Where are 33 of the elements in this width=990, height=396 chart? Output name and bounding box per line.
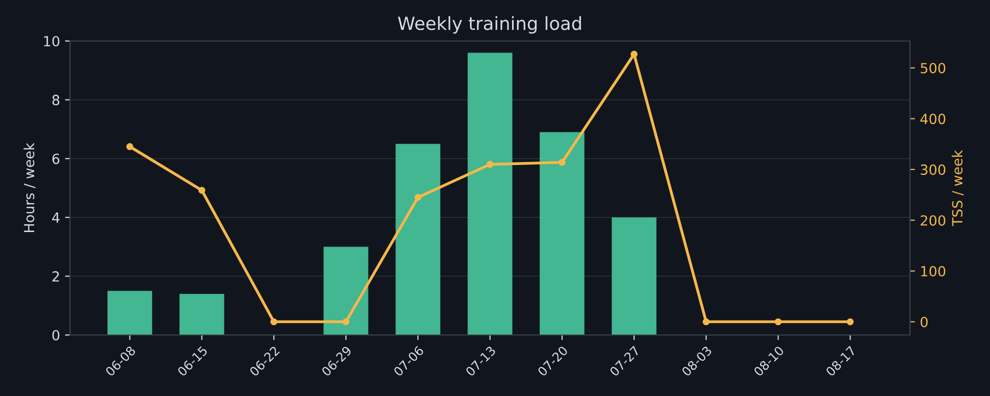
y2-axis-title: TSS / week	[952, 150, 964, 226]
y-tick-label: 2	[52, 271, 59, 282]
point	[774, 318, 782, 326]
point	[846, 318, 854, 326]
y-tick-label: 8	[52, 94, 60, 106]
bar	[396, 144, 440, 335]
y2-tick-label: 0	[920, 316, 928, 328]
y-axis-title: Hours / week	[24, 142, 36, 232]
bar	[468, 52, 512, 335]
point	[342, 318, 350, 326]
point	[702, 318, 710, 326]
chart-title: Weekly training load	[398, 16, 581, 34]
point	[126, 143, 134, 150]
y2-tick-label: 200	[920, 215, 946, 226]
point	[414, 194, 422, 201]
point	[558, 158, 566, 166]
y2-tick-label: 400	[920, 114, 946, 124]
y-tick-label: 10	[44, 36, 60, 46]
bar	[324, 246, 368, 335]
y-tick-label: 6	[52, 154, 60, 164]
y-tick-label: 4	[52, 212, 60, 223]
point	[486, 160, 494, 168]
point	[630, 50, 638, 58]
point	[270, 318, 278, 326]
y2-tick-label: 300	[920, 164, 946, 175]
point	[198, 186, 206, 194]
bar	[612, 217, 656, 335]
y2-tick-label: 500	[920, 62, 946, 74]
y2-tick-label: 100	[921, 266, 946, 276]
bar	[540, 132, 584, 335]
bar	[180, 294, 224, 335]
bar	[107, 290, 152, 335]
y-tick-label: 0	[52, 330, 60, 340]
